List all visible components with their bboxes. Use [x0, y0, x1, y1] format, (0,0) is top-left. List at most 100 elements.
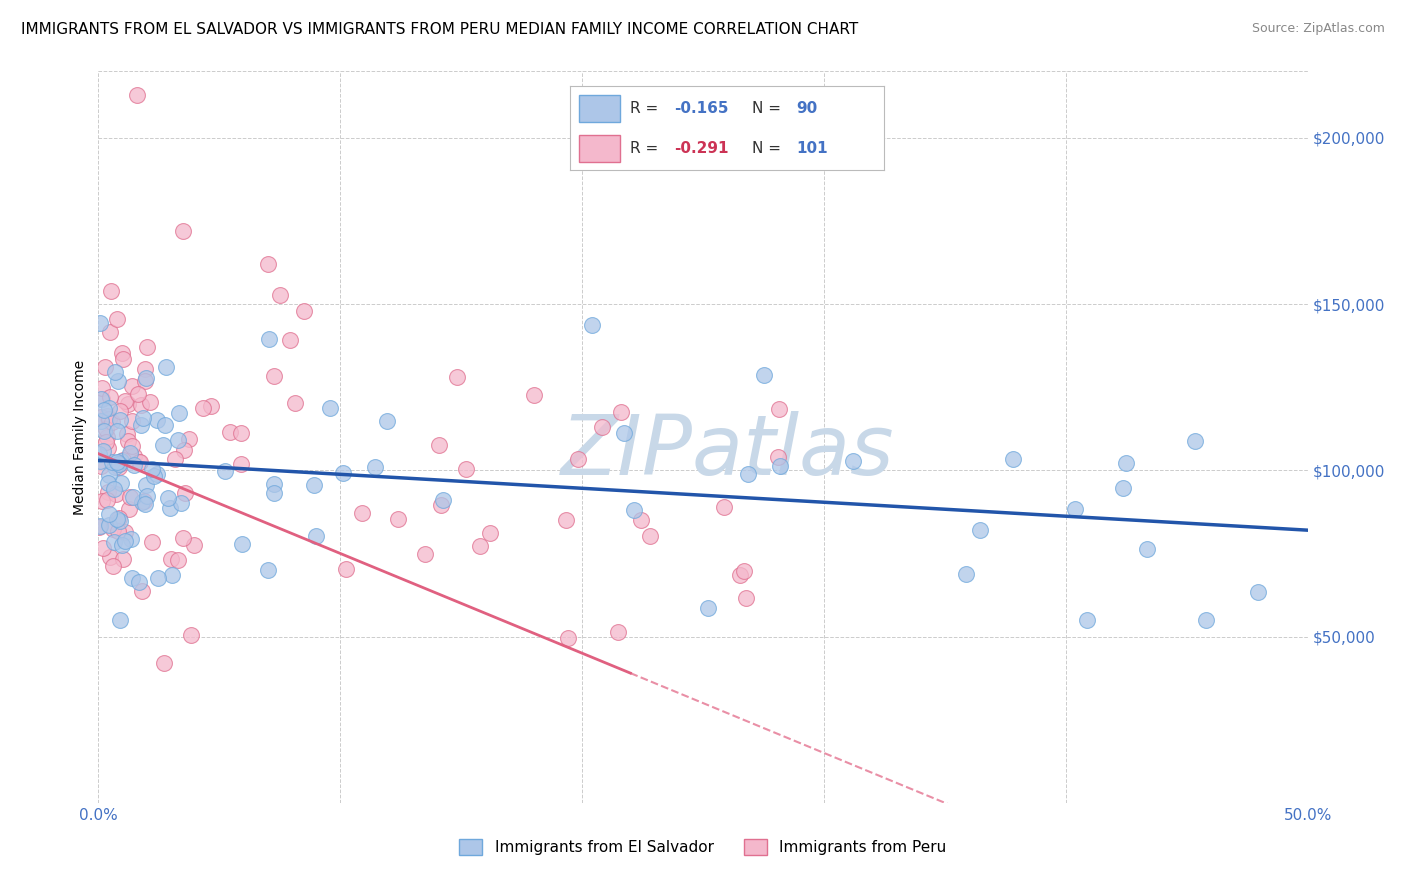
Point — [591, 420, 613, 434]
Point — [90, 392, 112, 406]
Point — [375, 414, 398, 428]
Point — [167, 406, 190, 420]
Point — [278, 334, 301, 348]
Point — [191, 401, 214, 415]
Point — [146, 413, 169, 427]
Point — [292, 303, 315, 318]
Point — [557, 631, 579, 645]
Point — [218, 425, 240, 440]
Point — [172, 531, 194, 545]
Point — [107, 374, 129, 388]
Point — [733, 564, 755, 578]
Point — [257, 563, 280, 577]
Point — [90, 459, 112, 474]
Point — [427, 438, 450, 452]
Text: IMMIGRANTS FROM EL SALVADOR VS IMMIGRANTS FROM PERU MEDIAN FAMILY INCOME CORRELA: IMMIGRANTS FROM EL SALVADOR VS IMMIGRANT… — [21, 22, 858, 37]
Point — [110, 454, 132, 468]
Point — [128, 574, 150, 589]
Point — [104, 365, 127, 379]
Point — [1184, 434, 1206, 448]
Point — [728, 567, 751, 582]
Point — [156, 491, 179, 505]
Point — [173, 442, 195, 457]
Point — [167, 433, 190, 447]
Point — [103, 522, 125, 536]
Point — [1115, 456, 1137, 470]
Point — [152, 438, 174, 452]
Point — [454, 461, 477, 475]
Point — [97, 468, 120, 483]
Point — [89, 447, 111, 461]
Point — [104, 487, 127, 501]
Point — [363, 459, 385, 474]
Point — [117, 397, 139, 411]
Point — [108, 515, 131, 529]
Point — [108, 458, 131, 472]
Point — [350, 506, 373, 520]
Point — [98, 390, 121, 404]
Point — [117, 434, 139, 448]
Point — [91, 444, 114, 458]
Point — [98, 549, 121, 564]
Point — [94, 360, 117, 375]
Point — [1136, 541, 1159, 556]
Point — [121, 414, 143, 428]
Point — [567, 452, 589, 467]
Point — [696, 600, 718, 615]
Point — [1194, 613, 1216, 627]
Point — [93, 424, 115, 438]
Point — [214, 464, 236, 478]
Point — [122, 458, 145, 472]
Point — [554, 513, 576, 527]
Point — [257, 333, 280, 347]
Point — [630, 513, 652, 527]
Point — [141, 461, 163, 475]
Point — [105, 311, 128, 326]
Point — [89, 454, 111, 468]
Point — [1064, 502, 1087, 516]
Y-axis label: Median Family Income: Median Family Income — [73, 359, 87, 515]
Point — [96, 435, 118, 450]
Point — [581, 318, 603, 332]
Point — [166, 553, 188, 567]
Point — [155, 360, 177, 375]
Point — [103, 558, 125, 573]
Point — [128, 455, 150, 469]
Point — [114, 524, 136, 539]
Point — [87, 519, 110, 533]
Point — [200, 399, 222, 413]
Point — [174, 486, 197, 500]
Point — [90, 414, 112, 428]
Point — [124, 449, 146, 463]
Point — [98, 518, 121, 533]
Point — [121, 439, 143, 453]
Point — [121, 571, 143, 585]
Point — [432, 492, 454, 507]
Point — [110, 404, 132, 418]
Point — [229, 425, 252, 440]
Point — [172, 224, 194, 238]
Point — [969, 523, 991, 537]
Point — [122, 490, 145, 504]
Point — [229, 458, 252, 472]
Point — [263, 486, 285, 500]
Point — [112, 552, 135, 566]
Point — [108, 412, 131, 426]
Point — [105, 455, 128, 469]
Point — [607, 625, 630, 640]
Point — [141, 535, 163, 549]
Point — [105, 512, 128, 526]
Point — [98, 508, 121, 522]
Point — [134, 494, 156, 508]
Point — [131, 398, 153, 412]
Text: ZIPatlas: ZIPatlas — [561, 411, 894, 492]
Point — [160, 552, 183, 566]
Point — [134, 362, 156, 376]
Point — [135, 370, 157, 384]
Point — [623, 502, 645, 516]
Point — [118, 446, 141, 460]
Point — [135, 478, 157, 492]
Point — [97, 476, 120, 491]
Point — [118, 501, 141, 516]
Point — [735, 591, 758, 605]
